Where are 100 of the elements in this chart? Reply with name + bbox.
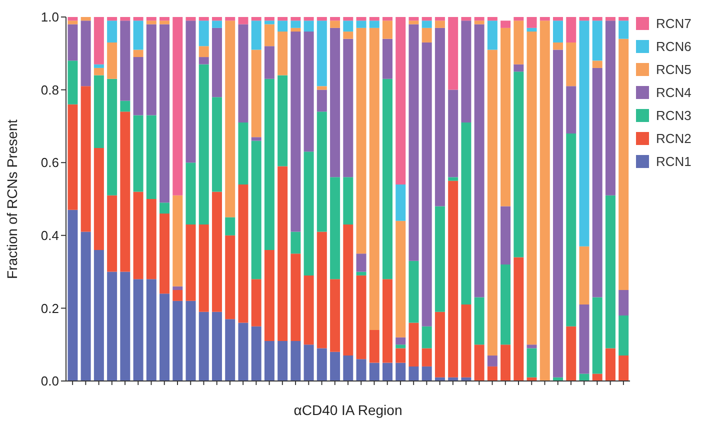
bar [304,20,314,32]
bar [500,206,511,265]
bar [396,184,406,221]
bar [290,17,301,21]
bar [592,60,602,68]
y-tick-label: 0.2 [40,300,59,316]
bar [225,20,236,218]
bar [382,279,392,363]
bar [146,199,156,280]
bar [448,90,458,178]
bar [80,20,91,86]
bar [553,20,564,42]
bar [225,235,236,320]
bar [356,254,366,272]
bar [68,104,78,210]
bar [198,46,209,58]
bar [316,86,327,90]
bar [68,210,78,381]
bar [198,57,209,64]
bar [408,322,419,366]
bar [356,359,366,381]
bar [172,17,183,196]
bar [566,133,576,326]
bar [238,24,248,123]
bar [133,279,144,381]
bar [133,50,144,58]
bar [186,162,196,224]
bar [186,20,196,163]
bar [514,64,524,72]
bar [382,78,392,280]
bar [264,24,274,46]
bar [448,17,458,90]
y-tick-label: 0.8 [40,82,59,98]
bar [251,140,262,280]
bar [422,20,432,28]
bar [500,20,511,28]
bar [172,286,183,290]
bar [304,32,314,152]
bar [133,57,144,116]
bar [278,166,288,341]
bar [133,17,144,21]
bar [408,20,419,24]
bar [618,356,629,381]
bar [160,294,170,381]
bar [566,42,576,86]
bar [592,17,602,21]
bar [120,272,130,381]
bar [487,20,498,50]
bar [514,20,524,64]
bar [422,17,432,21]
bar [290,32,301,232]
bar [434,28,445,206]
bar [251,20,262,50]
bar [133,115,144,192]
bar [80,232,91,381]
bar [68,17,78,21]
bar [618,17,629,21]
bar [566,86,576,134]
bar [107,17,118,21]
bar [434,20,445,28]
bar [68,20,78,24]
bar [278,75,288,166]
bar [278,20,288,32]
bar [120,17,130,21]
bar [238,184,248,323]
bar [343,38,354,178]
bar [225,217,236,236]
bar [382,20,392,39]
bar [579,304,590,374]
bar [461,20,472,123]
bar [526,344,537,348]
bar [94,250,104,381]
bar [356,17,366,21]
bar [160,214,170,294]
legend-label: RCN2 [656,131,692,146]
bar [487,17,498,21]
bar [526,32,537,345]
bar [618,20,629,39]
bar [107,42,118,79]
bar [487,366,498,381]
bar [225,17,236,21]
legend-label: RCN1 [656,154,692,169]
bar [474,20,484,24]
bar [487,50,498,356]
bar [80,86,91,232]
bar [264,250,274,341]
bar [186,300,196,381]
bar [172,195,183,286]
bar [212,97,222,192]
bar [566,326,576,381]
bar [396,17,406,184]
bar [408,17,419,21]
bar [356,272,366,276]
bar [186,17,196,21]
bar [316,348,327,381]
bar [396,220,406,338]
bar [264,78,274,250]
bar [68,60,78,104]
bar [225,319,236,381]
bar [212,312,222,381]
